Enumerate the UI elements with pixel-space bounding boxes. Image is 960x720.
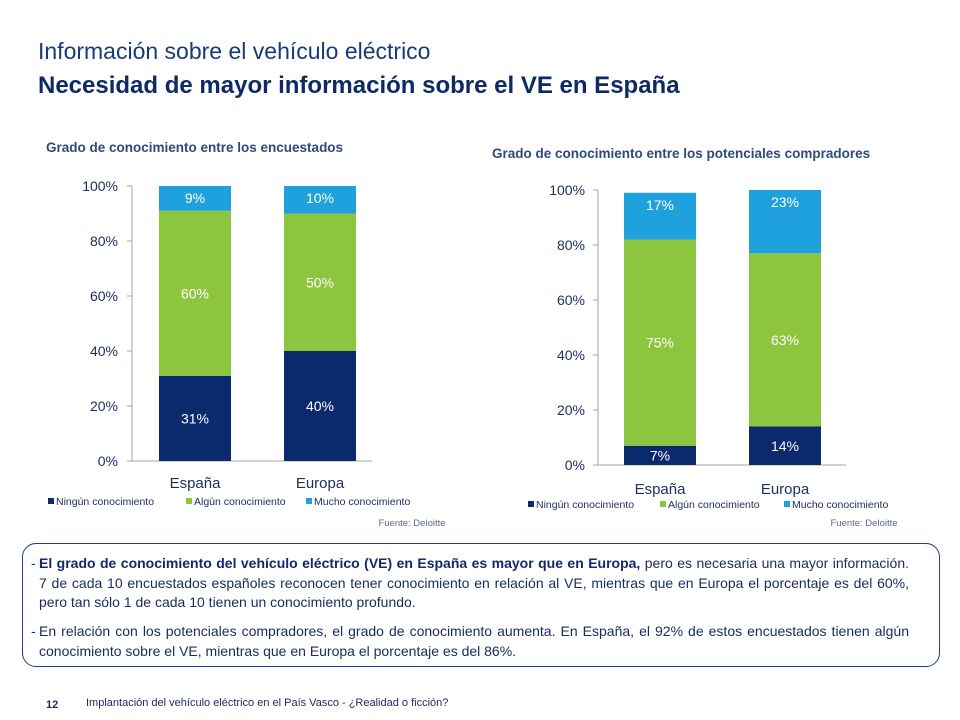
summary-box: - El grado de conocimiento del vehículo e…	[22, 543, 940, 667]
data-label: 14%	[771, 438, 799, 454]
category-label: Europa	[296, 475, 345, 492]
legend-swatch	[528, 501, 534, 507]
bar-segment	[159, 186, 231, 211]
summary-bullet-1: - El grado de conocimiento del vehículo e…	[31, 554, 909, 613]
source-note: Fuente: Deloitte	[378, 518, 445, 529]
bar-segment	[159, 210, 231, 376]
page-subtitle: Necesidad de mayor información sobre el …	[38, 72, 680, 99]
legend-label: Ningún conocimiento	[56, 496, 154, 508]
data-label: 31%	[181, 410, 209, 426]
summary-bullet-1-bold: El grado de conocimiento del vehículo el…	[39, 555, 641, 571]
legend-label: Algún conocimiento	[194, 496, 286, 508]
legend-label: Algún conocimiento	[668, 499, 760, 511]
legend-label: Ningún conocimiento	[536, 499, 634, 511]
legend-swatch	[48, 498, 54, 504]
y-tick-label: 20%	[557, 402, 585, 418]
legend-swatch	[306, 498, 312, 504]
bar-segment	[624, 445, 696, 465]
bar-segment	[624, 239, 696, 446]
y-tick-label: 20%	[90, 398, 118, 414]
summary-bullet-2: - En relación con los potenciales comprad…	[31, 622, 909, 661]
data-label: 75%	[646, 335, 674, 351]
legend-swatch	[784, 501, 790, 507]
data-label: 50%	[306, 274, 334, 290]
y-tick-label: 100%	[82, 178, 118, 194]
bar-segment	[284, 351, 356, 461]
chart-title: Grado de conocimiento entre los encuesta…	[46, 140, 343, 155]
bar-segment	[749, 426, 821, 465]
y-tick-label: 60%	[557, 292, 585, 308]
legend-label: Mucho conocimiento	[792, 499, 888, 511]
y-tick-label: 60%	[90, 288, 118, 304]
data-label: 23%	[771, 194, 799, 210]
bullet-dash: -	[31, 555, 36, 571]
y-tick-label: 80%	[90, 233, 118, 249]
y-tick-label: 80%	[557, 237, 585, 253]
summary-bullet-1-text: pero es necesaria una mayor información.…	[39, 555, 909, 610]
y-tick-label: 0%	[98, 453, 118, 469]
bar-segment	[749, 253, 821, 427]
legend-swatch	[186, 498, 192, 504]
bar-segment	[284, 213, 356, 351]
y-tick-label: 40%	[557, 347, 585, 363]
data-label: 60%	[181, 285, 209, 301]
category-label: España	[170, 475, 222, 492]
bar-segment	[749, 190, 821, 254]
charts-canvas: Grado de conocimiento entre los encuesta…	[46, 140, 898, 529]
data-label: 9%	[185, 190, 205, 206]
legend-swatch	[660, 501, 666, 507]
bar-segment	[159, 375, 231, 461]
data-label: 17%	[646, 197, 674, 213]
y-tick-label: 100%	[549, 182, 585, 198]
data-label: 63%	[771, 332, 799, 348]
bullet-dash: -	[31, 623, 36, 639]
legend-label: Mucho conocimiento	[314, 496, 410, 508]
data-label: 7%	[650, 447, 670, 463]
data-label: 40%	[306, 398, 334, 414]
bar-segment	[624, 192, 696, 240]
category-label: España	[635, 481, 687, 498]
y-tick-label: 0%	[565, 457, 585, 473]
bar-segment	[284, 186, 356, 214]
y-tick-label: 40%	[90, 343, 118, 359]
category-label: Europa	[761, 481, 810, 498]
page-title: Información sobre el vehículo eléctrico	[38, 38, 431, 64]
footer-text: Implantación del vehículo eléctrico en e…	[86, 697, 449, 709]
data-label: 10%	[306, 190, 334, 206]
chart-title: Grado de conocimiento entre los potencia…	[492, 146, 870, 161]
source-note: Fuente: Deloitte	[830, 518, 897, 529]
summary-bullet-2-text: En relación con los potenciales comprado…	[39, 623, 909, 659]
page-number: 12	[46, 699, 59, 711]
